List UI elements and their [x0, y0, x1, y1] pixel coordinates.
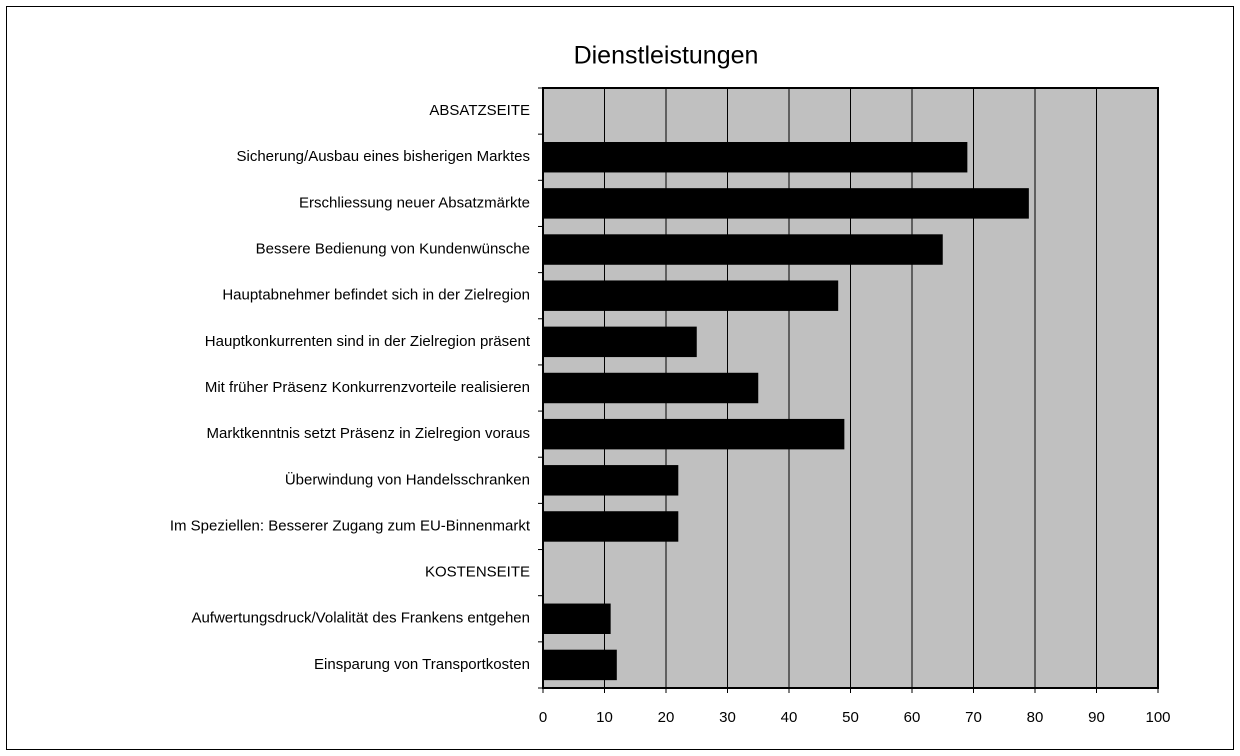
bar: [543, 234, 943, 265]
bar: [543, 280, 839, 311]
x-tick-label: 10: [596, 709, 613, 726]
y-tick-label: Im Speziellen: Besserer Zugang zum EU-Bi…: [170, 517, 531, 534]
bar: [543, 188, 1029, 219]
bar: [543, 511, 679, 542]
y-tick-label: ABSATZSEITE: [429, 102, 530, 119]
x-tick-label: 40: [781, 709, 798, 726]
y-tick-label: Aufwertungsdruck/Volalität des Frankens …: [191, 610, 530, 627]
bar: [543, 649, 617, 681]
y-tick-label: Hauptabnehmer befindet sich in der Zielr…: [222, 287, 530, 304]
chart-title: Dienstleistungen: [574, 42, 759, 70]
x-tick-label: 70: [965, 709, 982, 726]
x-tick-label: 100: [1145, 709, 1170, 726]
y-tick-label: Einsparung von Transportkosten: [314, 656, 530, 673]
y-tick-label: KOSTENSEITE: [425, 564, 530, 581]
y-tick-label: Marktkenntnis setzt Präsenz in Zielregio…: [207, 425, 530, 442]
bar: [543, 465, 679, 496]
y-tick-label: Erschliessung neuer Absatzmärkte: [299, 194, 530, 211]
bar: [543, 326, 697, 358]
bar: [543, 372, 759, 404]
bar: [543, 603, 611, 634]
bar: [543, 418, 845, 450]
y-tick-label: Hauptkonkurrenten sind in der Zielregion…: [205, 333, 531, 350]
y-tick-label: Überwindung von Handelsschranken: [285, 470, 530, 488]
frame: [6, 6, 1234, 750]
plot-border: [542, 87, 1159, 689]
x-tick-label: 20: [658, 709, 675, 726]
bar: [543, 142, 968, 173]
x-tick-label: 0: [539, 709, 547, 726]
x-tick-label: 50: [842, 709, 859, 726]
x-tick-label: 80: [1027, 709, 1044, 726]
y-tick-label: Bessere Bedienung von Kundenwünsche: [256, 241, 530, 258]
x-tick-label: 30: [719, 709, 736, 726]
y-tick-label: Mit früher Präsenz Konkurrenzvorteile re…: [205, 379, 530, 396]
y-tick-label: Sicherung/Ausbau eines bisherigen Markte…: [236, 148, 530, 165]
x-tick-label: 90: [1088, 709, 1105, 726]
x-tick-label: 60: [904, 709, 921, 726]
